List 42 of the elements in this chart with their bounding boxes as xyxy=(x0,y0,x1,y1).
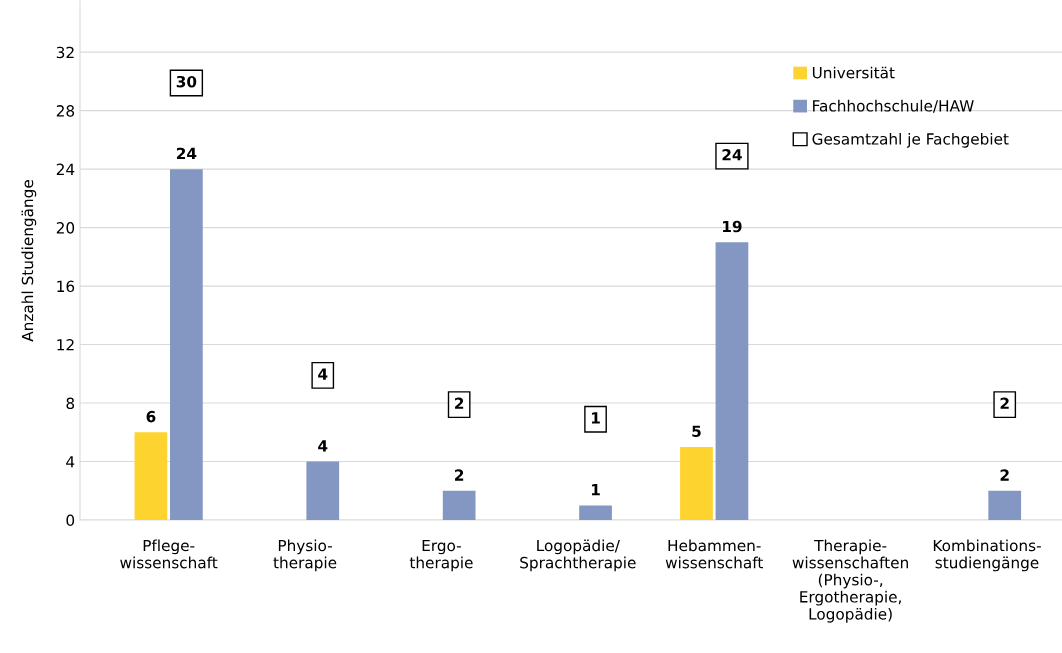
annotation: 1 xyxy=(591,412,600,424)
y-tick-label: 16 xyxy=(57,280,75,293)
data-label: 1 xyxy=(591,484,600,496)
x-tick-label: Therapie- wissenschaften (Physio-, Ergotherapie, Logopädie) xyxy=(792,539,908,623)
x-tick-label: Kombinations- studiengänge xyxy=(933,539,1041,572)
legend-label: Fachhochschule/HAW xyxy=(813,99,974,113)
data-label: 2 xyxy=(1000,469,1009,481)
y-tick-label: 24 xyxy=(56,163,75,175)
y-tick-label: 4 xyxy=(66,456,75,468)
bar xyxy=(988,490,1022,520)
x-tick-label: Logopädie/ Sprachtherapie xyxy=(520,539,636,572)
annotation: 24 xyxy=(722,148,742,161)
annotation: 30 xyxy=(176,75,197,88)
data-label: 2 xyxy=(455,469,464,481)
annotation: 2 xyxy=(455,397,464,409)
data-label: 4 xyxy=(318,440,328,452)
legend-label: Universität xyxy=(812,66,895,79)
y-axis-title: Anzahl Studiengänge xyxy=(21,180,37,342)
annotation: 2 xyxy=(1000,397,1009,409)
bar xyxy=(579,505,612,520)
annotation: 4 xyxy=(318,368,328,380)
y-tick-label: 8 xyxy=(66,397,75,410)
annotation: Gesamtzahl je Fachgebiet xyxy=(812,132,1009,148)
data-label: 19 xyxy=(723,220,742,233)
bar xyxy=(442,490,476,520)
x-tick-label: Physio- therapie xyxy=(273,539,337,572)
bar xyxy=(170,169,203,520)
bar xyxy=(134,432,168,520)
x-tick-label: Hebammen- wissenschaft xyxy=(665,539,763,569)
y-tick-label: 20 xyxy=(56,222,75,234)
data-label: 24 xyxy=(176,147,197,160)
y-tick-label: 32 xyxy=(56,46,74,59)
y-tick-label: 28 xyxy=(56,105,75,117)
bar xyxy=(306,461,340,520)
y-tick-label: 0 xyxy=(66,514,75,527)
x-tick-label: Ergo- therapie xyxy=(409,539,473,572)
data-label: 5 xyxy=(692,425,701,437)
y-tick-label: 12 xyxy=(57,339,74,351)
bar xyxy=(715,242,749,520)
data-label: 6 xyxy=(146,410,156,423)
bar xyxy=(680,446,713,520)
x-tick-label: Pflege- wissenschaft xyxy=(120,539,218,569)
